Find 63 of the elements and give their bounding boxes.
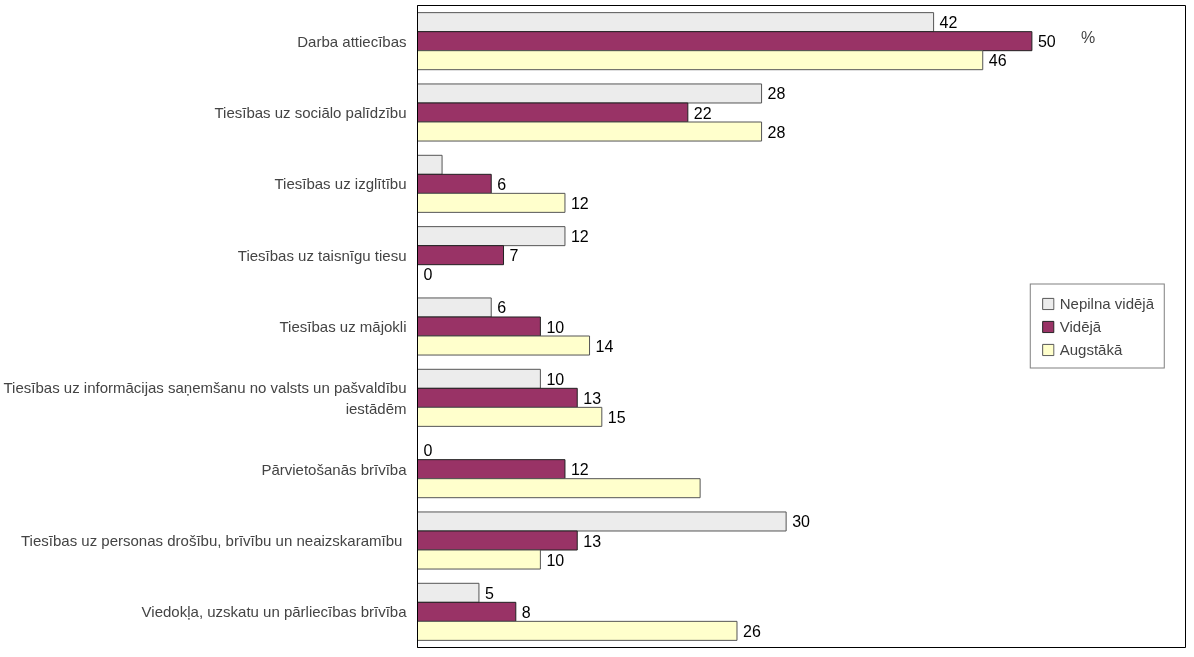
y-tick-label: Tiesības uz personas drošību, brīvību un neaizskaramību bbox=[21, 532, 403, 549]
bar bbox=[417, 83, 763, 104]
y-tick-label: Tiesības uz sociālo palīdzību bbox=[214, 104, 407, 121]
bar bbox=[417, 121, 763, 142]
y-tick-label: Tiesības uz informācijas saņemšanu no valsts un pašvaldību iestādēm bbox=[3, 379, 407, 417]
bar bbox=[417, 192, 566, 213]
data-label: 14 bbox=[595, 337, 614, 355]
bar bbox=[417, 316, 541, 337]
bar bbox=[417, 154, 443, 175]
bar bbox=[417, 549, 541, 570]
data-label: 10 bbox=[546, 551, 565, 569]
bar bbox=[417, 582, 480, 603]
data-label: 8 bbox=[521, 603, 531, 621]
bar bbox=[417, 102, 689, 123]
bar bbox=[417, 387, 578, 408]
data-label: 46 bbox=[988, 52, 1007, 70]
legend-label: Vidējā bbox=[1059, 317, 1102, 335]
bar bbox=[417, 368, 541, 389]
data-label: 50 bbox=[1037, 33, 1056, 51]
data-label: 28 bbox=[767, 123, 786, 141]
data-label: 42 bbox=[939, 14, 958, 32]
bar bbox=[417, 459, 566, 480]
y-tick-label: Tiesības uz taisnīgu tiesu bbox=[237, 246, 407, 264]
data-label: 26 bbox=[742, 622, 761, 640]
bar bbox=[417, 530, 578, 551]
bar bbox=[417, 226, 566, 247]
data-label: 12 bbox=[570, 228, 589, 246]
bar bbox=[417, 335, 591, 356]
y-tick-label: Tiesības uz izglītību bbox=[274, 175, 407, 193]
bar bbox=[417, 31, 1033, 52]
data-label: 13 bbox=[583, 389, 602, 407]
y-tick-label: Tiesības uz mājokli bbox=[279, 318, 407, 335]
bar bbox=[417, 12, 935, 33]
data-label: 30 bbox=[792, 513, 811, 531]
y-tick-label: Viedokļa, uzskatu un pārliecības brīvība bbox=[141, 603, 408, 621]
data-label: 0 bbox=[423, 266, 433, 284]
data-label: 28 bbox=[767, 85, 786, 103]
bar bbox=[417, 478, 701, 499]
data-label: 22 bbox=[693, 104, 712, 122]
data-label: 12 bbox=[570, 194, 589, 212]
data-label: 12 bbox=[570, 461, 589, 479]
data-label: 6 bbox=[497, 175, 507, 193]
bar bbox=[417, 511, 787, 532]
data-label: 0 bbox=[423, 442, 433, 460]
bar bbox=[417, 297, 492, 318]
legend-label: Nepilna vidējā bbox=[1059, 294, 1154, 312]
data-label: 15 bbox=[607, 408, 626, 426]
data-label: 5 bbox=[484, 584, 494, 602]
data-label: 7 bbox=[509, 247, 519, 265]
bar bbox=[417, 620, 738, 641]
data-label: 13 bbox=[583, 532, 602, 550]
y-tick-label: Darba attiecības bbox=[297, 32, 407, 50]
data-label: 6 bbox=[497, 299, 507, 317]
data-label: 10 bbox=[546, 318, 565, 336]
legend-label: Augstākā bbox=[1059, 340, 1123, 358]
bar bbox=[417, 601, 517, 622]
bar bbox=[417, 50, 984, 71]
y-tick-label: Pārvietošanās brīvība bbox=[261, 460, 408, 478]
bar bbox=[417, 406, 603, 427]
bar bbox=[417, 173, 492, 194]
data-label: 10 bbox=[546, 370, 565, 388]
text: % bbox=[1081, 29, 1096, 47]
bar bbox=[417, 245, 505, 266]
